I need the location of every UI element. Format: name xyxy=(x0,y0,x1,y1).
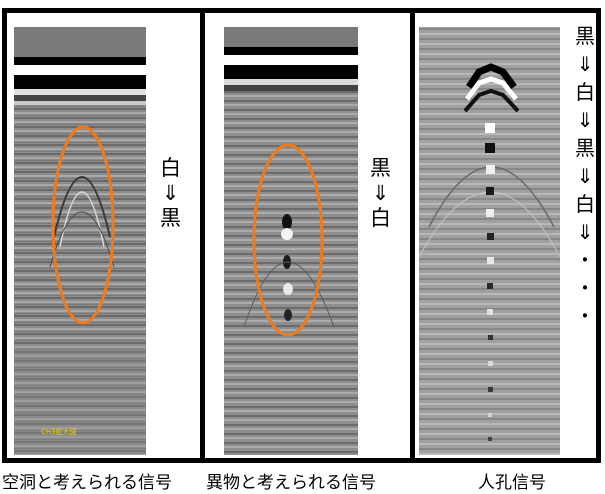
seq-item: ⇓ xyxy=(576,164,594,188)
caption-cavity: 空洞と考えられる信号 xyxy=(2,473,172,493)
label-top: 白 xyxy=(160,156,181,180)
caption-manhole: 人孔信号 xyxy=(478,473,546,493)
label-bottom: 黒 xyxy=(160,206,181,230)
caption-foreign-object: 異物と考えられる信号 xyxy=(206,473,376,493)
label-foreign-object-transition: 黒 ⇓ 白 xyxy=(370,158,391,233)
image-tag: CH3拡大図 xyxy=(41,428,77,436)
gpr-image-foreign-object xyxy=(224,27,358,455)
label-manhole-sequence: 黒 ⇓ 白 ⇓ 黒 ⇓ 白 ⇓ ・ ・ ・ xyxy=(575,26,595,334)
label-top: 黒 xyxy=(370,156,391,180)
gpr-image-manhole xyxy=(419,27,560,455)
seq-item: 黒 xyxy=(575,136,595,160)
seq-item: 白 xyxy=(575,80,595,104)
label-bottom: 白 xyxy=(370,206,391,230)
seq-item: ⇓ xyxy=(576,220,594,244)
seq-item: ⇓ xyxy=(576,108,594,132)
seq-item: ・ xyxy=(575,248,595,272)
label-arrow: ⇓ xyxy=(161,181,180,205)
seq-item: ⇓ xyxy=(576,52,594,76)
label-arrow: ⇓ xyxy=(371,181,390,205)
seq-item: 白 xyxy=(575,192,595,216)
label-cavity-transition: 白 ⇓ 黒 xyxy=(160,158,181,233)
gpr-image-cavity xyxy=(14,27,146,455)
seq-item: ・ xyxy=(575,304,595,328)
seq-item: 黒 xyxy=(575,24,595,48)
seq-item: ・ xyxy=(575,276,595,300)
